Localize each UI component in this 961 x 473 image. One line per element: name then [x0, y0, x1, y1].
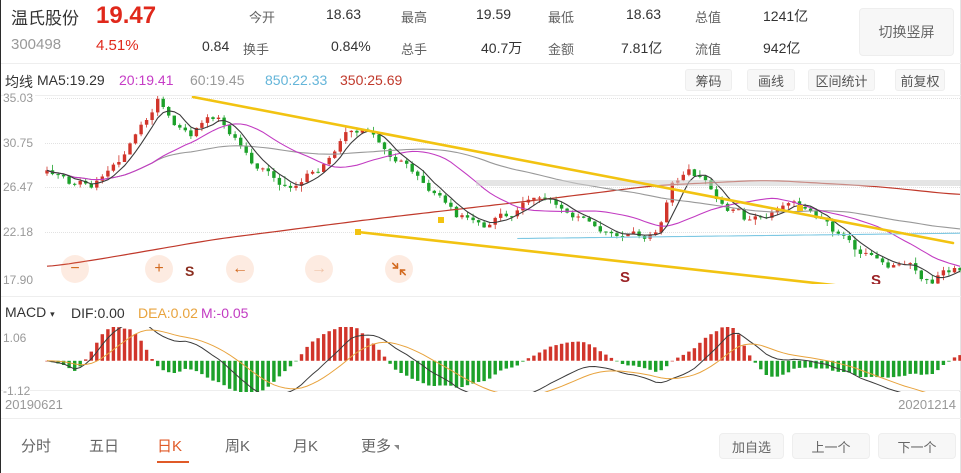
svg-text:S: S	[871, 272, 881, 284]
svg-text:S: S	[620, 269, 630, 284]
